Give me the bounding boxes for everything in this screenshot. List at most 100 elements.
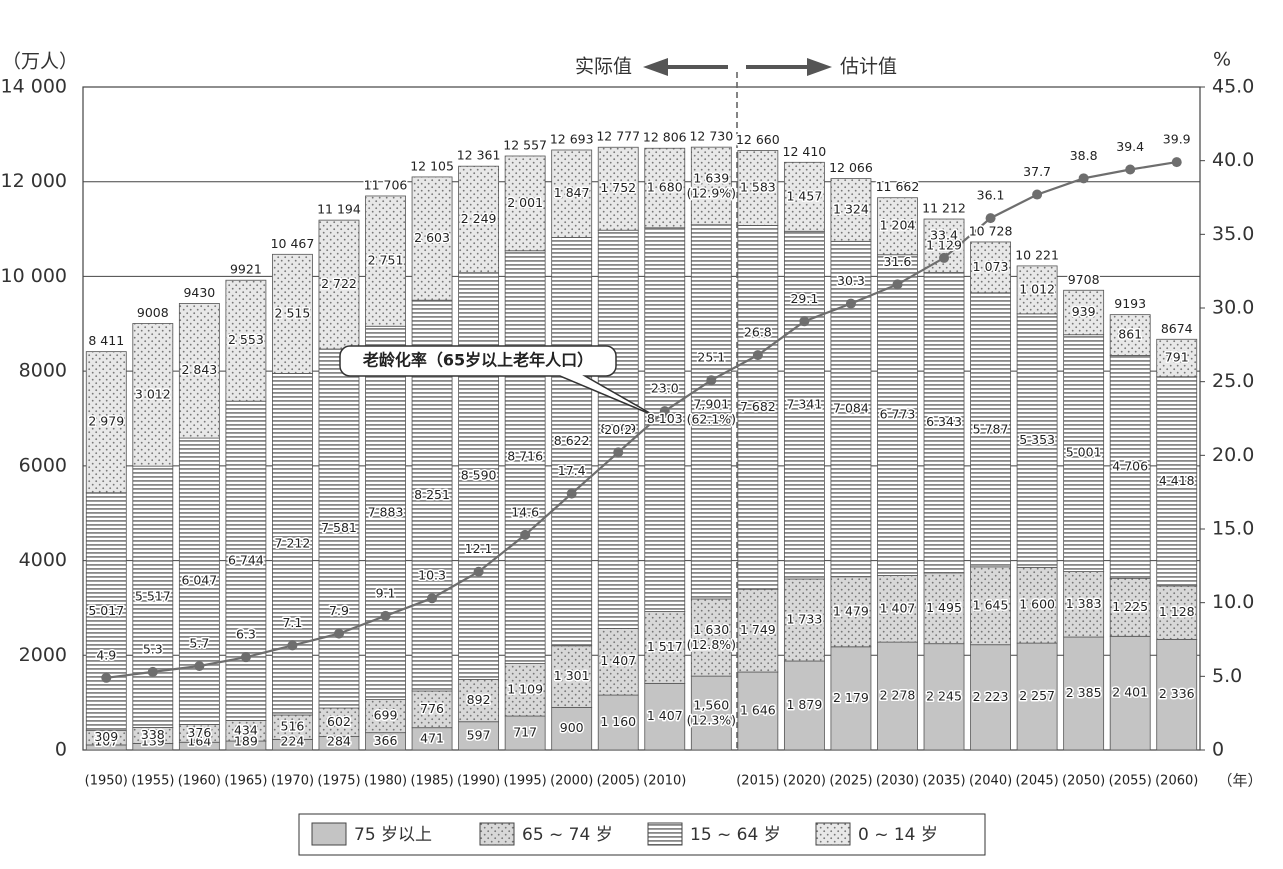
- bar-segment: [365, 195, 406, 327]
- total-label: 12 806: [643, 130, 687, 145]
- value-label: 791: [1165, 350, 1189, 365]
- value-label: 189: [234, 734, 258, 749]
- value-label: 8 409: [600, 421, 636, 436]
- line-marker: [520, 529, 531, 540]
- bar-segment: [1156, 338, 1198, 378]
- x-tick-label: (2010): [643, 774, 686, 789]
- x-axis-label: （年）: [1217, 772, 1262, 790]
- value-label: 861: [1118, 327, 1142, 342]
- y-tick-label: 8000: [19, 360, 67, 382]
- line-value-label: 20.2: [604, 422, 632, 437]
- legend-label: 65 ~ 74 岁: [522, 825, 613, 845]
- bar-segment: [737, 225, 779, 590]
- value-label: 892: [467, 692, 491, 707]
- value-label: 2 336: [1159, 686, 1195, 701]
- value-label: 776: [420, 701, 444, 716]
- total-label: 12 557: [503, 137, 547, 152]
- line-value-label: 25.1: [697, 350, 725, 365]
- line-value-label: 10.3: [418, 568, 446, 583]
- bar-segment: [1063, 571, 1105, 638]
- bar-segment: [1156, 638, 1198, 751]
- value-label: 1 646: [740, 703, 776, 718]
- line-value-label: 23.0: [651, 381, 679, 396]
- bar-segment: [1016, 642, 1058, 751]
- value-label: 1 733: [786, 611, 822, 626]
- bar-segment: [783, 161, 825, 232]
- line-marker: [1032, 189, 1043, 200]
- bar-segment: [225, 400, 267, 721]
- line-marker: [566, 488, 577, 499]
- total-label: 12 777: [596, 129, 640, 144]
- value-label: 1 639 (12.9%): [687, 170, 736, 200]
- bar-segment: [1156, 376, 1198, 587]
- legend-label: 0 ~ 14 岁: [858, 825, 938, 845]
- annotation: 估计值: [840, 56, 897, 78]
- bar-segment: [923, 643, 965, 751]
- line-value-label: 30.3: [837, 273, 865, 288]
- value-label: 1 301: [554, 668, 590, 683]
- value-label: 1 407: [647, 708, 683, 723]
- bar-segment: [411, 176, 453, 301]
- legend: [298, 813, 986, 856]
- value-label: 602: [327, 714, 351, 729]
- value-label: 1,560 (12.3%): [687, 697, 736, 727]
- bar-segment: [597, 229, 639, 629]
- line-marker: [380, 610, 391, 621]
- value-label: 699: [374, 708, 398, 723]
- x-tick-label: (2005): [597, 774, 640, 789]
- x-tick-label: (2055): [1109, 774, 1152, 789]
- line-marker: [333, 628, 344, 639]
- value-label: 1 129: [926, 237, 962, 252]
- value-label: 1 128: [1159, 604, 1195, 619]
- line-value-label: 39.9: [1163, 132, 1191, 147]
- value-label: 107: [94, 734, 118, 749]
- value-label: 1 752: [600, 180, 636, 195]
- bar-segment: [597, 146, 639, 231]
- x-tick-label: (1955): [131, 774, 174, 789]
- y2-tick-label: 10.0: [1212, 591, 1254, 613]
- x-tick-label: (1970): [271, 774, 314, 789]
- bar-segment: [1016, 265, 1058, 315]
- x-tick-label: (2025): [829, 774, 872, 789]
- total-label: 9921: [230, 262, 262, 277]
- bar-segment: [783, 660, 825, 751]
- bar-segment: [132, 465, 174, 728]
- value-label: 1 879: [786, 697, 822, 712]
- value-label: 2 751: [368, 253, 404, 268]
- line-value-label: 17.4: [558, 463, 586, 478]
- value-label: 1 495: [926, 600, 962, 615]
- total-label: 8 411: [88, 333, 124, 348]
- line: [106, 161, 1177, 679]
- value-label: 164: [187, 734, 211, 749]
- bar-segment: [1063, 289, 1105, 336]
- y-axis-label: （万人）: [2, 51, 78, 73]
- total-label: 11 212: [922, 201, 966, 216]
- value-label: 2 515: [275, 305, 311, 320]
- line-marker: [427, 593, 438, 604]
- value-label: 7 084: [833, 401, 869, 416]
- bar-segment: [272, 253, 313, 374]
- line-marker: [706, 375, 717, 386]
- line-value-label: 12.1: [465, 541, 493, 556]
- x-tick-label: (2050): [1062, 774, 1105, 789]
- value-label: 2 278: [880, 688, 916, 703]
- line-marker: [1125, 164, 1136, 175]
- legend-label: 15 ~ 64 岁: [690, 825, 781, 845]
- value-label: 2 179: [833, 690, 869, 705]
- value-label: 6 773: [880, 407, 916, 422]
- line-value-label: 5.3: [143, 641, 163, 656]
- value-label: 309: [94, 729, 118, 744]
- bar-segment: [1109, 577, 1151, 637]
- value-label: 1 600: [1019, 597, 1055, 612]
- value-label: 4 418: [1159, 473, 1195, 488]
- y2-tick-label: 30.0: [1212, 297, 1254, 319]
- bar-segment: [1109, 635, 1151, 751]
- bar-segment: [830, 178, 872, 242]
- value-label: 2 979: [88, 414, 124, 429]
- value-label: 6 047: [181, 573, 217, 588]
- bar-segment: [690, 146, 732, 226]
- bar-segment: [458, 679, 500, 723]
- value-label: 516: [281, 719, 305, 734]
- value-label: 139: [141, 734, 165, 749]
- line-value-label: 14.6: [511, 504, 539, 519]
